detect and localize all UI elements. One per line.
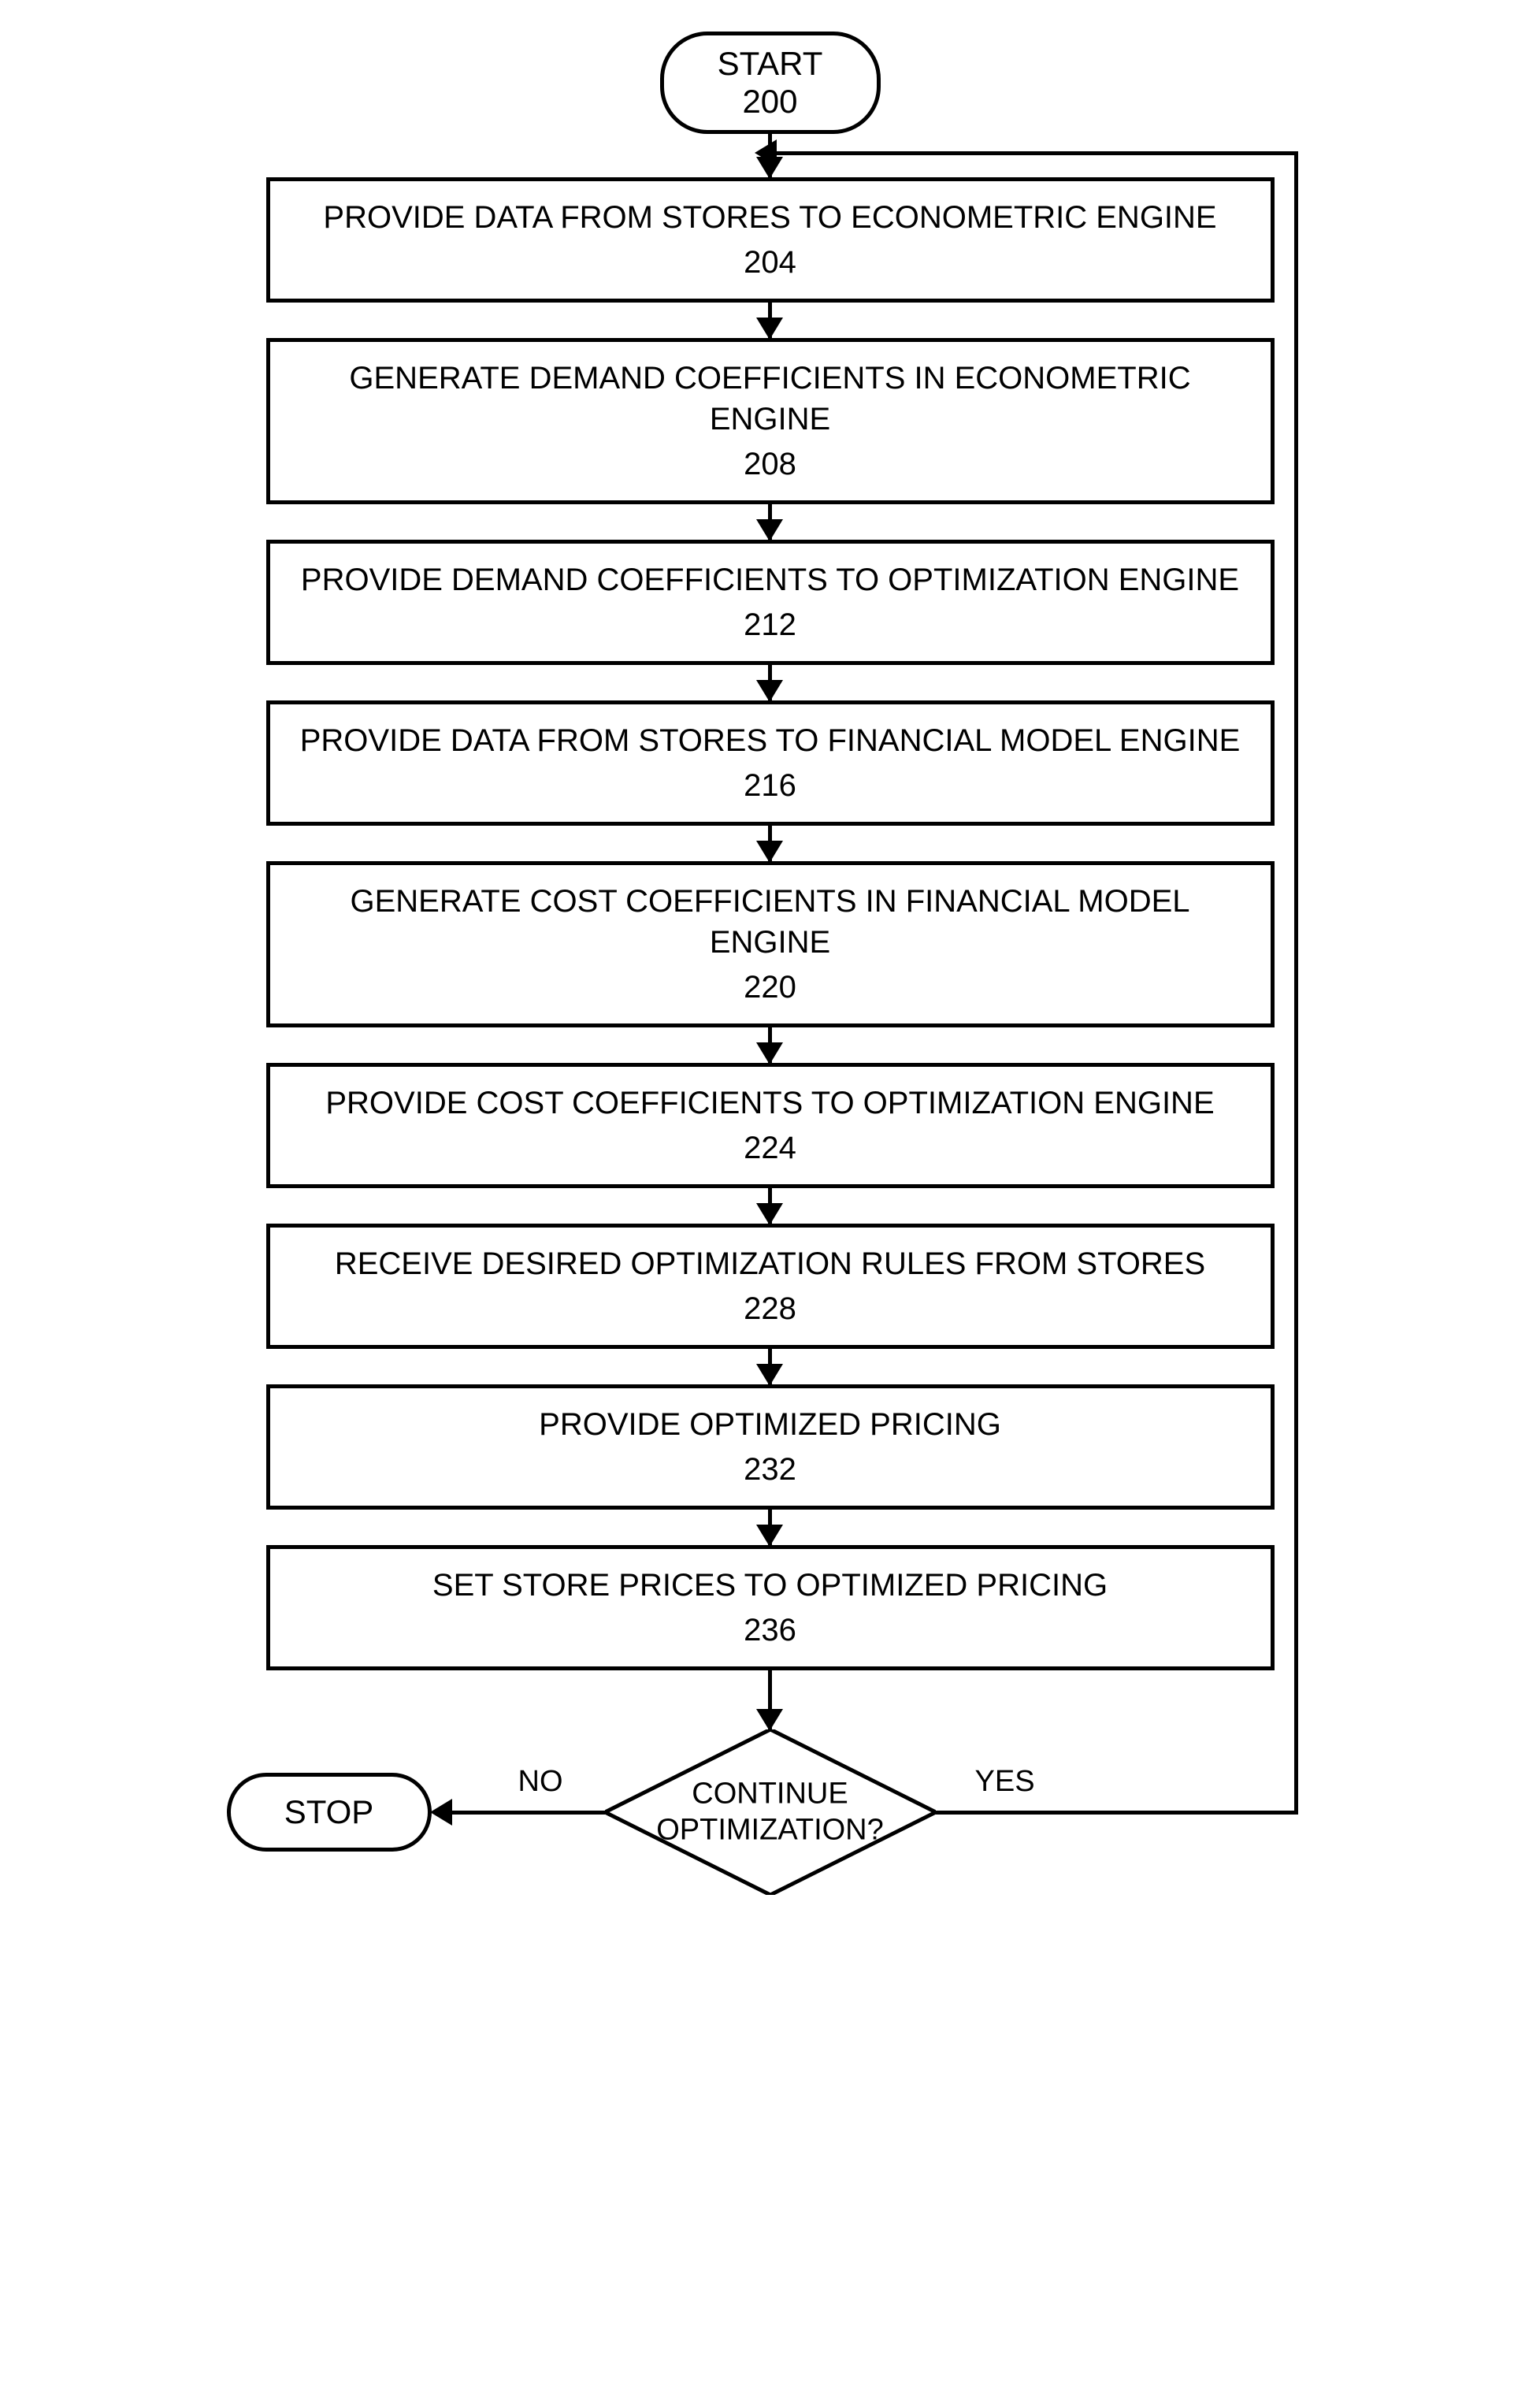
decision-continue: CONTINUE OPTIMIZATION? [605, 1729, 936, 1895]
start-number: 200 [742, 83, 797, 121]
feedback-vertical [1294, 151, 1298, 1815]
process-220-label: GENERATE COST COEFFICIENTS IN FINANCIAL … [294, 881, 1247, 963]
decision-label-line1: CONTINUE [692, 1777, 848, 1810]
no-line [447, 1811, 605, 1815]
flowchart-container: START 200 PROVIDE DATA FROM STORES TO EC… [219, 32, 1322, 1934]
arrow-204-208 [768, 303, 772, 338]
yes-line-horizontal [936, 1811, 1298, 1815]
process-224: PROVIDE COST COEFFICIENTS TO OPTIMIZATIO… [266, 1063, 1275, 1188]
stop-terminal: STOP [227, 1773, 432, 1852]
process-220-number: 220 [294, 967, 1247, 1008]
process-236-label: SET STORE PRICES TO OPTIMIZED PRICING [294, 1565, 1247, 1606]
process-228-number: 228 [294, 1288, 1247, 1329]
process-208-label: GENERATE DEMAND COEFFICIENTS IN ECONOMET… [294, 358, 1247, 440]
process-204: PROVIDE DATA FROM STORES TO ECONOMETRIC … [266, 177, 1275, 303]
arrow-236-decision [768, 1670, 772, 1729]
feedback-arrowhead [755, 139, 777, 166]
process-212-label: PROVIDE DEMAND COEFFICIENTS TO OPTIMIZAT… [294, 559, 1247, 600]
arrow-232-236 [768, 1510, 772, 1545]
process-208-number: 208 [294, 444, 1247, 485]
process-216: PROVIDE DATA FROM STORES TO FINANCIAL MO… [266, 700, 1275, 826]
process-204-label: PROVIDE DATA FROM STORES TO ECONOMETRIC … [294, 197, 1247, 238]
process-216-label: PROVIDE DATA FROM STORES TO FINANCIAL MO… [294, 720, 1247, 761]
process-220: GENERATE COST COEFFICIENTS IN FINANCIAL … [266, 861, 1275, 1027]
arrow-220-224 [768, 1027, 772, 1063]
process-232-number: 232 [294, 1449, 1247, 1490]
stop-label: STOP [284, 1793, 374, 1831]
process-216-number: 216 [294, 765, 1247, 806]
process-232-label: PROVIDE OPTIMIZED PRICING [294, 1404, 1247, 1445]
arrow-224-228 [768, 1188, 772, 1224]
process-236: SET STORE PRICES TO OPTIMIZED PRICING 23… [266, 1545, 1275, 1670]
feedback-top-horizontal [770, 151, 1298, 155]
process-228: RECEIVE DESIRED OPTIMIZATION RULES FROM … [266, 1224, 1275, 1349]
decision-label-line2: OPTIMIZATION? [656, 1813, 884, 1846]
arrow-228-232 [768, 1349, 772, 1384]
process-236-number: 236 [294, 1610, 1247, 1651]
arrow-216-220 [768, 826, 772, 861]
process-208: GENERATE DEMAND COEFFICIENTS IN ECONOMET… [266, 338, 1275, 504]
process-224-number: 224 [294, 1127, 1247, 1168]
arrow-212-216 [768, 665, 772, 700]
no-label: NO [518, 1765, 563, 1799]
process-212-number: 212 [294, 604, 1247, 645]
arrow-208-212 [768, 504, 772, 540]
process-228-label: RECEIVE DESIRED OPTIMIZATION RULES FROM … [294, 1243, 1247, 1284]
no-arrowhead [430, 1799, 452, 1826]
start-label: START [718, 45, 823, 83]
yes-label: YES [975, 1765, 1035, 1799]
process-224-label: PROVIDE COST COEFFICIENTS TO OPTIMIZATIO… [294, 1083, 1247, 1124]
process-204-number: 204 [294, 242, 1247, 283]
start-terminal: START 200 [660, 32, 881, 134]
process-212: PROVIDE DEMAND COEFFICIENTS TO OPTIMIZAT… [266, 540, 1275, 665]
process-232: PROVIDE OPTIMIZED PRICING 232 [266, 1384, 1275, 1510]
